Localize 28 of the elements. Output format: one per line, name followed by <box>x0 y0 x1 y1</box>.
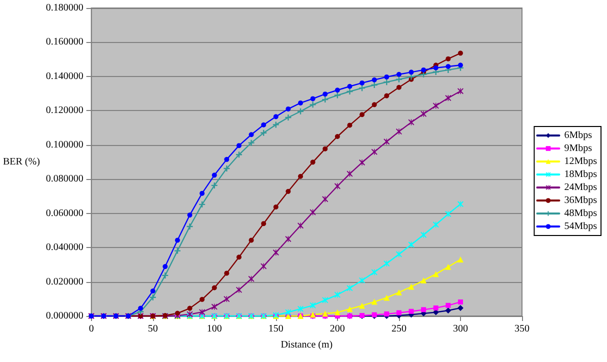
y-tick-label: 0.080000 <box>46 174 84 185</box>
legend-label: 18Mbps <box>564 169 598 180</box>
x-tick-label: 350 <box>514 324 530 334</box>
legend-label: 54Mbps <box>564 221 598 232</box>
y-tick-label: 0.180000 <box>46 2 84 14</box>
legend-label: 36Mbps <box>564 195 598 206</box>
x-tick-label: 0 <box>88 324 94 334</box>
legend-label: 6Mbps <box>564 130 592 141</box>
x-tick-label: 150 <box>268 324 284 334</box>
y-tick-label: 0.040000 <box>46 242 84 254</box>
y-tick-label: 0.000000 <box>46 310 84 322</box>
y-tick-label: 0.100000 <box>46 139 84 150</box>
y-tick-label: 0.140000 <box>46 70 84 82</box>
legend-label: 12Mbps <box>564 156 598 167</box>
x-tick-label: 300 <box>452 324 468 334</box>
y-tick-label: 0.120000 <box>46 105 84 116</box>
y-tick-label: 0.020000 <box>46 276 84 288</box>
legend-label: 9Mbps <box>564 143 592 154</box>
x-tick-label: 200 <box>330 324 345 334</box>
x-tick-label: 50 <box>148 324 158 334</box>
y-tick-label: 0.160000 <box>46 36 84 48</box>
y-axis-title: BER (%) <box>2 156 40 168</box>
legend-label: 24Mbps <box>564 182 598 193</box>
legend-label: 48Mbps <box>564 208 598 219</box>
x-axis-title: Distance (m) <box>280 340 333 350</box>
x-tick-label: 100 <box>206 324 222 334</box>
x-tick-label: 250 <box>391 324 406 334</box>
y-tick-label: 0.060000 <box>46 208 84 219</box>
